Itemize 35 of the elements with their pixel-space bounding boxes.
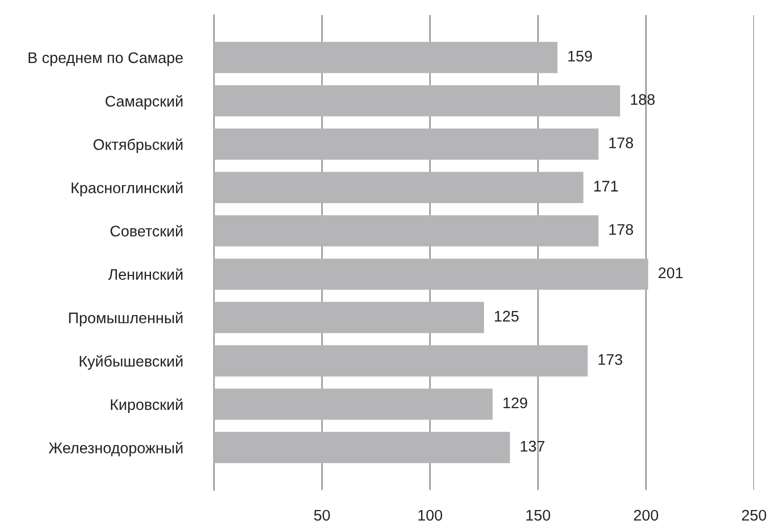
y-tick-label: В среднем по Самаре — [28, 52, 183, 66]
data-label: 171 — [594, 180, 618, 192]
bar — [214, 302, 484, 334]
y-tick-label: Железнодорожный — [48, 442, 182, 456]
bar — [214, 42, 558, 74]
x-tick-label: 250 — [742, 510, 766, 521]
data-label: 173 — [598, 354, 622, 365]
y-tick-label: Самарский — [106, 95, 182, 110]
bar — [214, 215, 598, 246]
bar — [214, 128, 598, 160]
x-tick-label: 200 — [634, 510, 658, 521]
y-tick-label: Советский — [110, 225, 182, 237]
data-label: 178 — [609, 224, 634, 235]
data-label: 201 — [658, 267, 683, 278]
y-tick-label: Кировский — [110, 398, 182, 414]
data-label: 129 — [504, 397, 528, 408]
x-tick-label: 100 — [418, 510, 442, 521]
x-tick-label: 150 — [526, 510, 550, 521]
x-tick-label: 50 — [314, 510, 330, 521]
bar — [214, 172, 584, 204]
bar — [214, 388, 493, 420]
y-tick-label: Промышленный — [69, 312, 182, 326]
bar — [214, 258, 648, 290]
bar — [214, 345, 588, 376]
data-label: 178 — [609, 137, 634, 148]
data-label: 188 — [630, 94, 655, 105]
data-label: 137 — [520, 440, 544, 452]
y-tick-label: Ленинский — [108, 268, 182, 280]
bar — [214, 85, 620, 116]
y-tick-label: Октябрьский — [94, 138, 182, 153]
data-label: 125 — [494, 310, 519, 322]
data-label: 159 — [568, 50, 592, 62]
y-tick-label: Красноглинский — [72, 182, 182, 196]
bar — [214, 432, 510, 464]
y-tick-label: Куйбышевский — [80, 355, 182, 370]
